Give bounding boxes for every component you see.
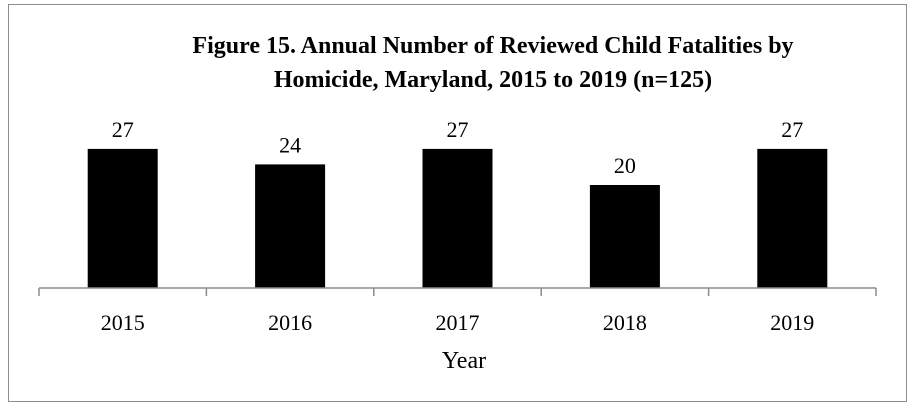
chart-title-line-1: Figure 15. Annual Number of Reviewed Chi… [192,33,793,59]
chart-frame: Figure 15. Annual Number of Reviewed Chi… [8,4,907,402]
bars-layer: 27 24 27 20 27 [87,117,828,288]
x-tick-label-2015: 2015 [101,310,145,335]
bar-chart: Figure 15. Annual Number of Reviewed Chi… [38,33,877,374]
chart-title-line-2: Homicide, Maryland, 2015 to 2019 (n=125) [274,67,712,93]
x-tick-label-2017: 2017 [436,310,480,335]
x-tick-label-2019: 2019 [770,310,814,335]
bar-2018 [589,185,660,288]
data-label-2016: 24 [279,132,301,157]
x-tick-label-2018: 2018 [603,310,647,335]
bar-2016 [255,164,326,288]
x-tick-label-2016: 2016 [268,310,312,335]
data-label-2015: 27 [112,117,134,142]
data-label-2019: 27 [781,117,803,142]
x-axis-ticks: 2015 2016 2017 2018 2019 [38,288,877,335]
x-axis-title: Year [442,348,486,374]
data-label-2018: 20 [614,153,636,178]
bar-2015 [87,148,158,288]
bar-2019 [757,148,828,288]
data-label-2017: 27 [447,117,469,142]
bar-2017 [422,148,493,288]
